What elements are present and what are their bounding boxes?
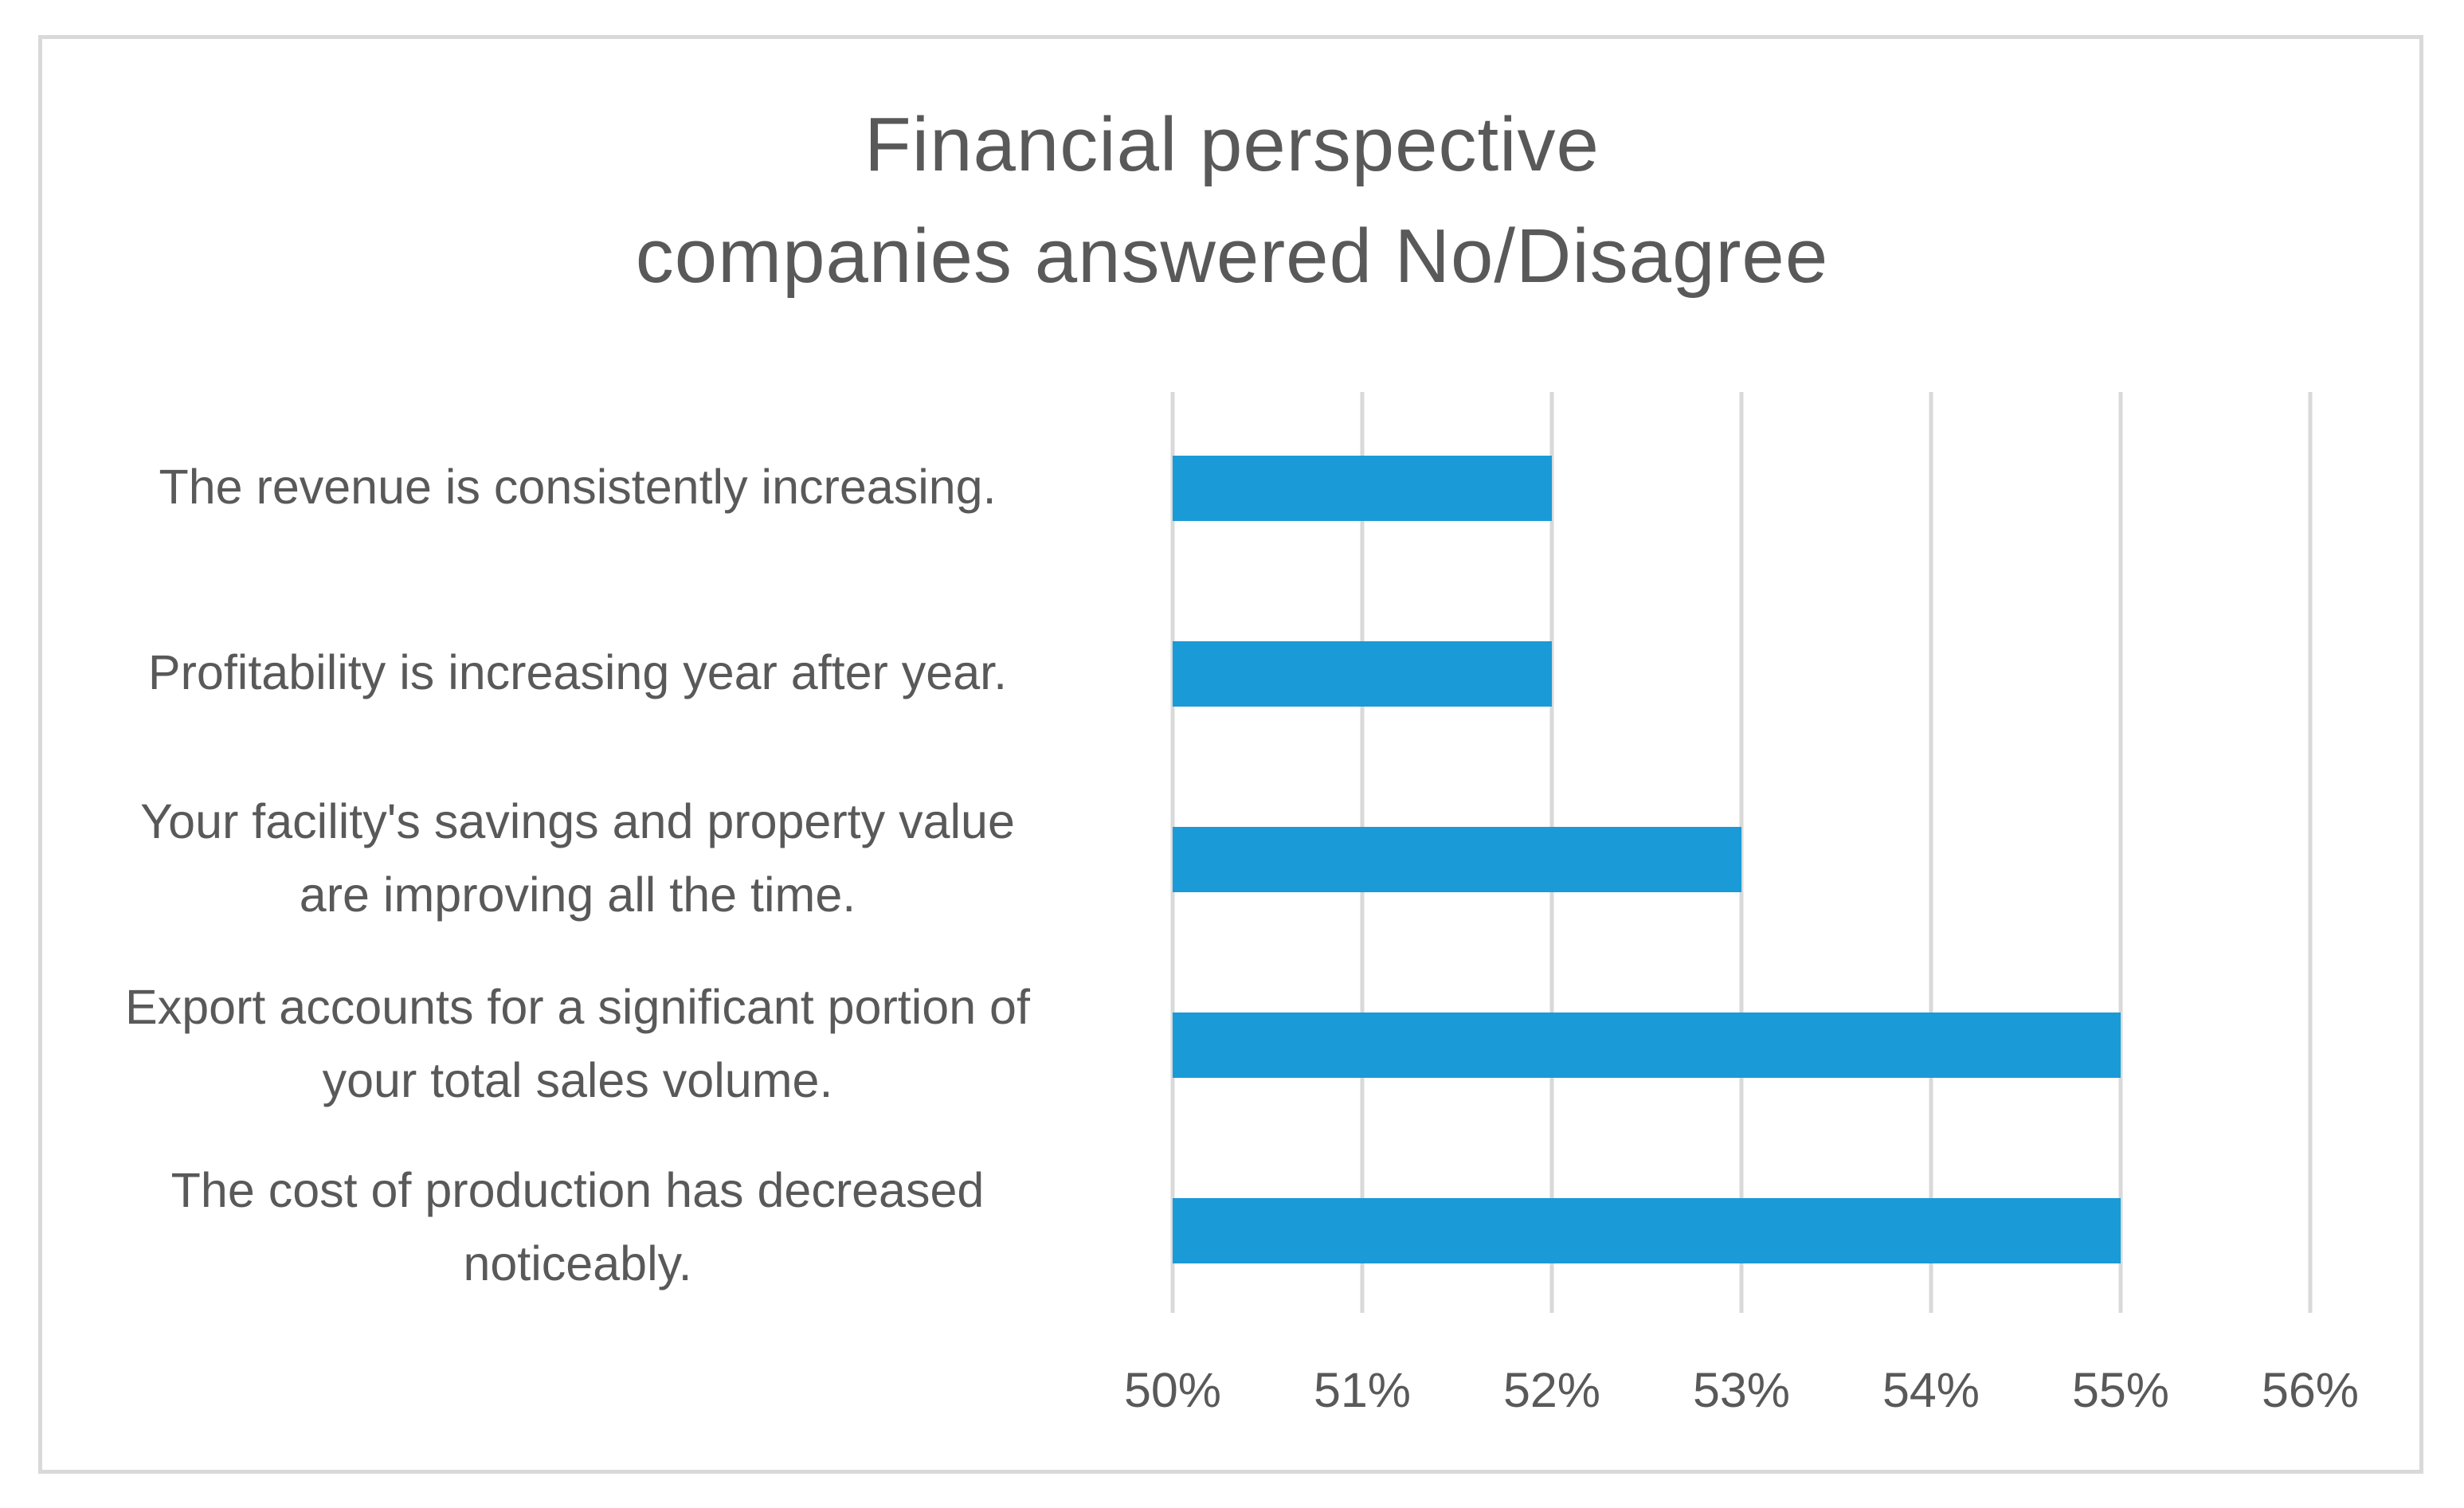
x-tick-label: 51% — [1313, 1363, 1412, 1417]
bar-4 — [1173, 1013, 2121, 1078]
category-label-5: The cost of production has decreased not… — [170, 1163, 985, 1291]
chart-title-line-2: companies answered No/Disagree — [635, 213, 1829, 299]
category-label-1: The revenue is consistently increasing. — [159, 460, 997, 514]
category-label-4: Export accounts for a significant portio… — [125, 980, 1030, 1107]
bar-2 — [1173, 641, 1552, 707]
category-label-3: Your facility's savings and property val… — [140, 794, 1015, 922]
x-tick-label: 50% — [1123, 1363, 1222, 1417]
x-tick-label: 52% — [1502, 1363, 1601, 1417]
x-tick-label: 56% — [2261, 1363, 2360, 1417]
x-tick-label: 54% — [1882, 1363, 1980, 1417]
bar-5 — [1173, 1198, 2121, 1263]
bar-3 — [1173, 827, 1741, 892]
chart-title-line-1: Financial perspective — [864, 102, 1600, 187]
x-tick-label: 55% — [2071, 1363, 2170, 1417]
x-tick-label: 53% — [1692, 1363, 1791, 1417]
bar-1 — [1173, 456, 1552, 521]
category-label-2: Profitability is increasing year after y… — [147, 645, 1008, 699]
